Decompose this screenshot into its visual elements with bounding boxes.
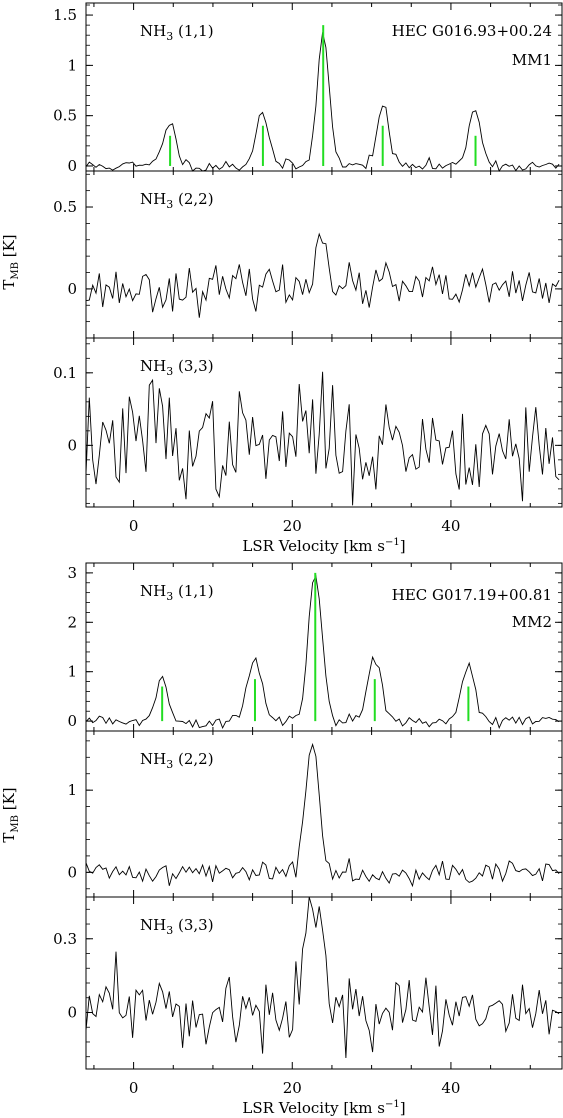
y-tick-label: 0 [67,1003,77,1021]
transition-label: NH3 (3,3) [140,916,214,937]
transition-label: NH3 (3,3) [140,357,214,378]
transition-label: NH3 (2,2) [140,750,214,771]
x-tick-label: 20 [283,1079,302,1097]
source-label-top: HEC G016.93+00.24 [392,22,552,40]
y-tick-label: 0 [67,280,77,298]
y-tick-label: 0 [67,712,77,730]
panel-2-1: 0 1 2 3 NH3 (1,1) [67,562,563,732]
panels-layer: 0 0.5 1 1.5 NH3 (1,1) 0 0.5 NH3 (2,2) 0 0.1 NH3 (3… [53,2,563,1097]
panel-2-2: 0 1 NH3 (2,2) [67,730,563,898]
spectrum-line [85,232,560,318]
y-tick-label: 2 [67,613,77,631]
clump-label-bottom: MM2 [512,613,552,631]
x-tick-label: 20 [283,517,302,535]
x-tick-label: 40 [441,517,460,535]
panel-1-2: 0 0.5 NH3 (2,2) [53,170,563,339]
x-axis-label-top: LSR Velocity [km s−1] [242,537,405,555]
y-tick-label: 0.1 [53,364,77,382]
y-tick-label: 1 [67,781,77,799]
y-tick-label: 0.5 [53,107,77,125]
x-tick-label: 40 [441,1079,460,1097]
y-tick-label: 1 [67,56,77,74]
y-axis-label-top: TMB [K] [0,234,21,289]
spectrum-line [85,742,560,888]
y-tick-label: 1 [67,663,77,681]
y-tick-label: 0 [67,863,77,881]
spectrum-line [85,371,560,506]
y-tick-label: 0 [67,436,77,454]
transition-label: NH3 (2,2) [140,190,214,211]
panel-frame [85,337,563,508]
x-tick-label: 0 [129,517,139,535]
y-tick-label: 1.5 [53,6,77,24]
transition-label: NH3 (1,1) [140,582,214,603]
y-tick-label: 0.5 [53,198,77,216]
panel-2-3: 0 0.3 NH3 (3,3) [53,896,563,1070]
spectrum-line [85,896,560,1059]
y-tick-label: 3 [67,564,77,582]
x-tick-label: 0 [129,1079,139,1097]
clump-label-top: MM1 [512,51,552,69]
transition-label: NH3 (1,1) [140,22,214,43]
spectrum-line [85,574,560,730]
x-axis-label-bottom: LSR Velocity [km s−1] [242,1099,405,1117]
y-tick-label: 0.3 [53,930,77,948]
y-axis-label-bottom: TMB [K] [0,787,21,842]
panel-1-3: 0 0.1 NH3 (3,3) [53,337,563,508]
source-label-bottom: HEC G017.19+00.81 [392,586,552,604]
y-tick-label: 0 [67,157,77,175]
